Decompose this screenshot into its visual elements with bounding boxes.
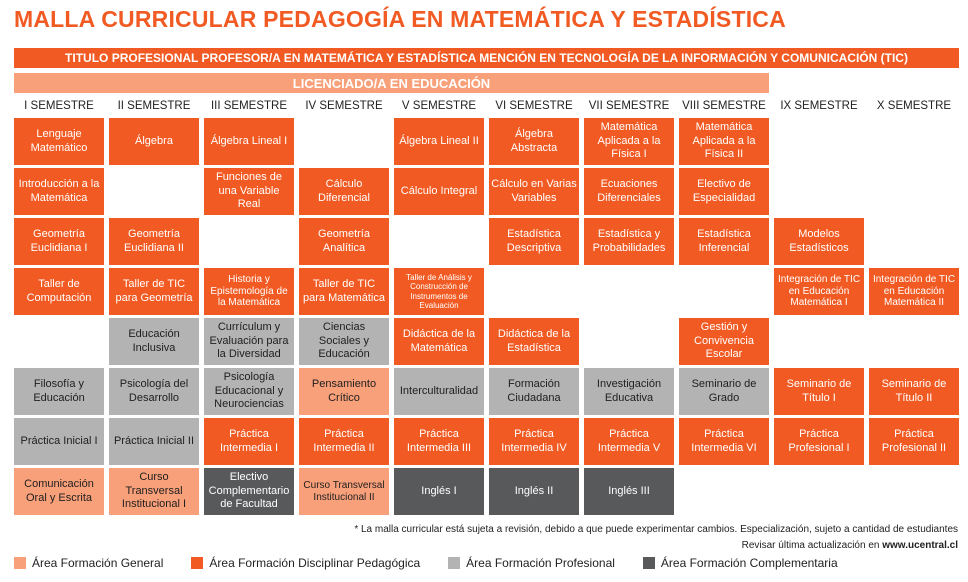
legend-swatch xyxy=(448,557,461,569)
legend-swatch xyxy=(191,557,204,569)
course-cell: Investigación Educativa xyxy=(584,368,674,415)
course-cell: Inglés III xyxy=(584,468,674,515)
footnote-disclaimer: * La malla curricular está sujeta a revi… xyxy=(354,524,958,535)
footnote-update: Revisar última actualización en www.ucen… xyxy=(354,538,958,554)
course-cell: Curso Transversal Institucional I xyxy=(109,468,199,515)
semester-header: I SEMESTRE xyxy=(24,100,94,112)
course-cell: Formación Ciudadana xyxy=(489,368,579,415)
course-cell: Didáctica de la Estadística xyxy=(489,318,579,365)
course-cell: Taller de TIC para Geometría xyxy=(109,268,199,315)
course-cell: Inglés II xyxy=(489,468,579,515)
course-cell: Estadística Descriptiva xyxy=(489,218,579,265)
course-cell: Geometría Euclidiana I xyxy=(14,218,104,265)
semester-header: IX SEMESTRE xyxy=(780,100,858,112)
legend-label: Área Formación Disciplinar Pedagógica xyxy=(209,556,421,570)
course-cell: Taller de Computación xyxy=(14,268,104,315)
course-cell: Geometría Euclidiana II xyxy=(109,218,199,265)
course-cell: Currículum y Evaluación para la Diversid… xyxy=(204,318,294,365)
course-cell: Psicología del Desarrollo xyxy=(109,368,199,415)
legend-item: Área Formación Complementaria xyxy=(642,556,838,570)
course-cell: Introducción a la Matemática xyxy=(14,168,104,215)
legend-item: Área Formación Disciplinar Pedagógica xyxy=(191,556,420,570)
course-cell: Seminario de Título I xyxy=(774,368,864,415)
semester-header: VII SEMESTRE xyxy=(588,100,670,112)
course-cell: Geometría Analítica xyxy=(299,218,389,265)
course-cell: Práctica Profesional I xyxy=(774,418,864,465)
course-cell: Taller de TIC para Matemática xyxy=(299,268,389,315)
semester-header: VI SEMESTRE xyxy=(495,100,573,112)
course-cell: Práctica Intermedia II xyxy=(299,418,389,465)
semester-header: II SEMESTRE xyxy=(117,100,191,112)
footnote: * La malla curricular está sujeta a revi… xyxy=(354,522,958,554)
degree-banner: TITULO PROFESIONAL PROFESOR/A EN MATEMÁT… xyxy=(14,48,959,68)
course-cell: Pensamiento Crítico xyxy=(299,368,389,415)
footnote-update-text: Revisar última actualización en xyxy=(741,540,883,551)
course-cell: Estadística y Probabilidades xyxy=(584,218,674,265)
course-cell: Álgebra xyxy=(109,118,199,165)
course-cell: Modelos Estadísticos xyxy=(774,218,864,265)
course-cell: Seminario de Grado xyxy=(679,368,769,415)
semester-header: III SEMESTRE xyxy=(210,100,288,112)
course-cell: Práctica Intermedia V xyxy=(584,418,674,465)
course-cell: Psicología Educacional y Neurociencias xyxy=(204,368,294,415)
licenciatura-banner: LICENCIADO/A EN EDUCACIÓN xyxy=(14,73,769,93)
course-cell: Integración de TIC en Educación Matemáti… xyxy=(774,268,864,315)
legend-item: Área Formación General xyxy=(14,556,163,570)
course-cell: Lenguaje Matemático xyxy=(14,118,104,165)
course-cell: Comunicación Oral y Escrita xyxy=(14,468,104,515)
course-cell: Práctica Intermedia I xyxy=(204,418,294,465)
course-cell: Taller de Análisis y Construcción de Ins… xyxy=(394,268,484,315)
course-cell: Práctica Inicial II xyxy=(109,418,199,465)
course-cell: Matemática Aplicada a la Física I xyxy=(584,118,674,165)
course-cell: Ciencias Sociales y Educación xyxy=(299,318,389,365)
course-cell: Educación Inclusiva xyxy=(109,318,199,365)
course-cell: Historia y Epistemología de la Matemátic… xyxy=(204,268,294,315)
legend-label: Área Formación Profesional xyxy=(466,556,615,570)
course-cell: Práctica Intermedia III xyxy=(394,418,484,465)
course-cell: Matemática Aplicada a la Física II xyxy=(679,118,769,165)
course-cell: Cálculo en Varias Variables xyxy=(489,168,579,215)
course-cell: Inglés I xyxy=(394,468,484,515)
course-cell: Funciones de una Variable Real xyxy=(204,168,294,215)
legend-label: Área Formación Complementaria xyxy=(660,556,838,570)
curriculum-grid: I SEMESTRE II SEMESTRE III SEMESTRE IV SEME… xyxy=(14,97,959,515)
course-cell: Cálculo Diferencial xyxy=(299,168,389,215)
course-cell: Ecuaciones Diferenciales xyxy=(584,168,674,215)
course-cell: Práctica Intermedia IV xyxy=(489,418,579,465)
semester-header: VIII SEMESTRE xyxy=(682,100,766,112)
legend-label: Área Formación General xyxy=(32,556,164,570)
course-cell: Filosofía y Educación xyxy=(14,368,104,415)
course-cell: Integración de TIC en Educación Matemáti… xyxy=(869,268,959,315)
course-cell: Interculturalidad xyxy=(394,368,484,415)
course-cell: Seminario de Título II xyxy=(869,368,959,415)
course-cell: Electivo Complementario de Facultad xyxy=(204,468,294,515)
course-cell: Cálculo Integral xyxy=(394,168,484,215)
legend-swatch xyxy=(14,557,26,569)
page-title: MALLA CURRICULAR PEDAGOGÍA EN MATEMÁTICA… xyxy=(14,6,786,32)
course-cell: Álgebra Lineal I xyxy=(204,118,294,165)
course-cell: Didáctica de la Matemática xyxy=(394,318,484,365)
semester-header: X SEMESTRE xyxy=(876,100,952,112)
website-link[interactable]: www.ucentral.cl xyxy=(882,540,958,551)
area-legend: Área Formación General Área Formación Dis… xyxy=(14,556,838,570)
semester-header: V SEMESTRE xyxy=(401,100,477,112)
course-cell: Práctica Inicial I xyxy=(14,418,104,465)
course-cell: Curso Transversal Institucional II xyxy=(299,468,389,515)
course-cell: Práctica Intermedia VI xyxy=(679,418,769,465)
course-cell: Gestión y Convivencia Escolar xyxy=(679,318,769,365)
course-cell: Estadística Inferencial xyxy=(679,218,769,265)
course-cell: Álgebra Abstracta xyxy=(489,118,579,165)
course-cell: Electivo de Especialidad xyxy=(679,168,769,215)
course-cell: Práctica Profesional II xyxy=(869,418,959,465)
legend-swatch xyxy=(642,557,655,569)
course-cell: Álgebra Lineal II xyxy=(394,118,484,165)
semester-header: IV SEMESTRE xyxy=(305,100,383,112)
legend-item: Área Formación Profesional xyxy=(448,556,615,570)
